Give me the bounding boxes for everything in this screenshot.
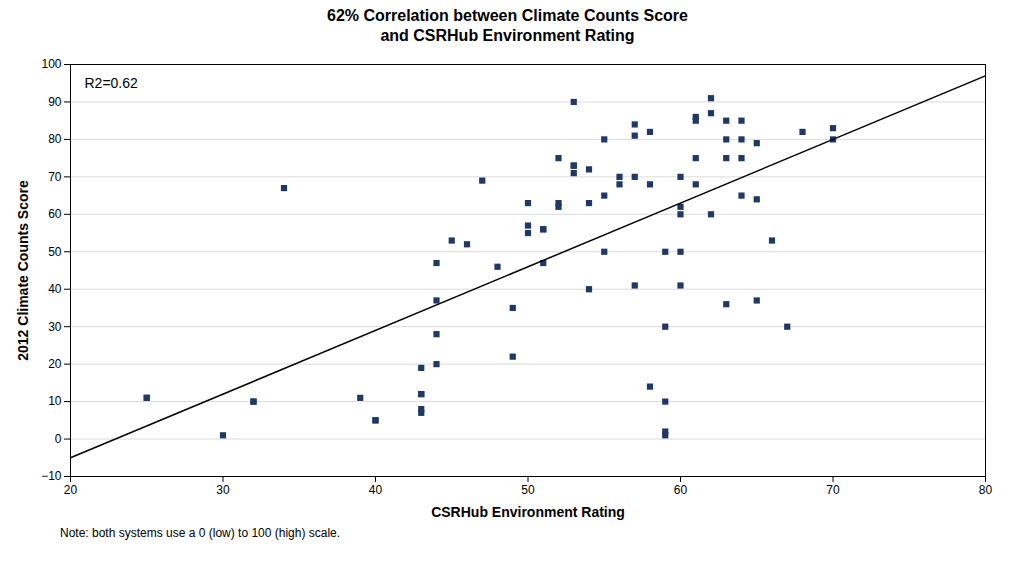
html-text:62% Correlation between Climat: 62% Correlation between Climate Counts S… xyxy=(327,7,688,44)
svg-text:50: 50 xyxy=(48,245,62,259)
svg-text:60: 60 xyxy=(48,207,62,221)
svg-text:10: 10 xyxy=(48,394,62,408)
svg-text:20: 20 xyxy=(64,483,78,497)
svg-text:0: 0 xyxy=(55,432,62,446)
svg-text:100: 100 xyxy=(41,57,61,71)
svg-text:60: 60 xyxy=(674,483,688,497)
svg-text:40: 40 xyxy=(48,282,62,296)
svg-text:70: 70 xyxy=(48,170,62,184)
html-text:Note: both systems use a 0 (lo: Note: both systems use a 0 (low) to 100 … xyxy=(60,526,341,540)
svg-text:CSRHub Environment Rating: CSRHub Environment Rating xyxy=(431,504,625,520)
svg-text:50: 50 xyxy=(521,483,535,497)
svg-text:80: 80 xyxy=(979,483,993,497)
svg-text:90: 90 xyxy=(48,95,62,109)
svg-text:40: 40 xyxy=(369,483,383,497)
svg-text:2012 Climate Counts Score: 2012 Climate Counts Score xyxy=(15,180,31,361)
svg-text:20: 20 xyxy=(48,357,62,371)
svg-text:R2=0.62: R2=0.62 xyxy=(85,75,139,91)
svg-text:−10: −10 xyxy=(41,469,62,483)
svg-text:30: 30 xyxy=(48,320,62,334)
svg-text:70: 70 xyxy=(826,483,840,497)
svg-text:80: 80 xyxy=(48,132,62,146)
svg-text:30: 30 xyxy=(216,483,230,497)
